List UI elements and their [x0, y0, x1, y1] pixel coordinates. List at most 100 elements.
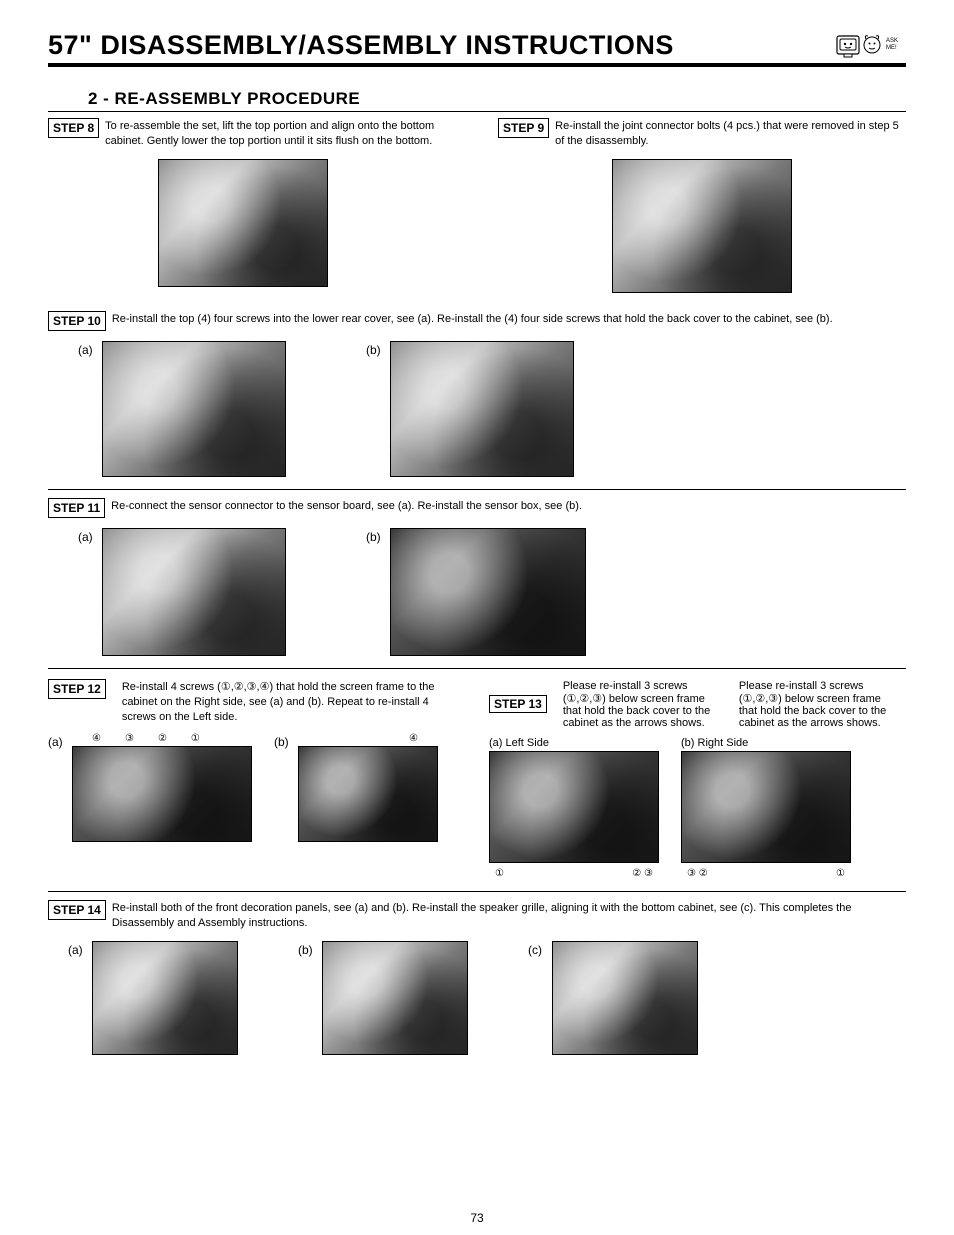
step-14c-photo — [552, 941, 698, 1055]
circled-num: ② — [158, 733, 167, 744]
step-14b: (b) — [298, 941, 468, 1055]
step-12a-wrap: ④ ③ ② ① — [72, 733, 252, 847]
step-9: STEP 9 Re-install the joint connector bo… — [498, 118, 906, 149]
step-13b-nums: ③ ② ① — [681, 868, 851, 879]
step-8-text: To re-assemble the set, lift the top por… — [105, 118, 438, 149]
circled-num: ① — [495, 868, 504, 879]
step-13: STEP 13 Please re-install 3 screws (①,②,… — [489, 679, 906, 729]
circled-num: ③ — [644, 868, 653, 879]
step-14a-photo — [92, 941, 238, 1055]
step-10b-letter: (b) — [366, 341, 384, 357]
step-11a-letter: (a) — [78, 528, 96, 544]
step-13-text-b: Please re-install 3 screws (①,②,③) below… — [739, 679, 899, 729]
step-10-label: STEP 10 — [48, 311, 106, 331]
step-9-text: Re-install the joint connector bolts (4 … — [555, 118, 906, 149]
step-14-label: STEP 14 — [48, 900, 106, 920]
step-9-image-wrap — [498, 159, 906, 293]
step-14a: (a) — [68, 941, 238, 1055]
step-12b-nums: ④ — [298, 733, 438, 744]
step-11a: (a) — [78, 528, 286, 656]
circled-num: ④ — [409, 733, 418, 744]
step-12-text: Re-install 4 screws (①,②,③,④) that hold … — [112, 679, 465, 725]
circled-num: ④ — [92, 733, 101, 744]
step-11a-photo — [102, 528, 286, 656]
rule — [48, 111, 906, 112]
step-11-images: (a) (b) — [78, 528, 906, 656]
step-11b-photo — [390, 528, 586, 656]
step-11-text: Re-connect the sensor connector to the s… — [111, 498, 582, 514]
step-10b-photo — [390, 341, 574, 477]
step-10-text: Re-install the top (4) four screws into … — [112, 311, 833, 327]
step-10: STEP 10 Re-install the top (4) four scre… — [48, 311, 906, 331]
step-9-col: STEP 9 Re-install the joint connector bo… — [498, 118, 906, 293]
svg-text:ASK: ASK — [886, 38, 898, 44]
step-8-col: STEP 8 To re-assemble the set, lift the … — [48, 118, 438, 293]
step-13-label: STEP 13 — [489, 695, 547, 713]
step-12a-letter: (a) — [48, 733, 66, 749]
step-11-label: STEP 11 — [48, 498, 105, 518]
step-11b-letter: (b) — [366, 528, 384, 544]
step-9-photo — [612, 159, 792, 293]
step-12b-photo — [298, 746, 438, 842]
step-12a: (a) ④ ③ ② ① — [48, 733, 252, 847]
step-13-images: (a) Left Side ① ② ③ (b) R — [489, 737, 906, 879]
step-13b: (b) Right Side ③ ② ① — [681, 737, 851, 879]
step-13b-photo — [681, 751, 851, 863]
svg-text:ME!: ME! — [886, 45, 897, 51]
circled-num: ② — [632, 868, 641, 879]
circled-num: ③ — [125, 733, 134, 744]
page-number: 73 — [0, 1211, 954, 1225]
step-8-9-row: STEP 8 To re-assemble the set, lift the … — [48, 118, 906, 293]
step-11: STEP 11 Re-connect the sensor connector … — [48, 498, 906, 518]
step-14c: (c) — [528, 941, 698, 1055]
step-13a-nums: ① ② ③ — [489, 868, 659, 879]
step-8-image-wrap — [48, 159, 438, 287]
step-14c-letter: (c) — [528, 941, 546, 957]
rule — [48, 668, 906, 669]
step-12a-nums: ④ ③ ② ① — [72, 733, 252, 744]
step-12b-wrap: ④ — [298, 733, 438, 847]
section-subtitle: 2 - RE-ASSEMBLY PROCEDURE — [88, 89, 906, 109]
step-12-col: STEP 12 Re-install 4 screws (①,②,③,④) th… — [48, 679, 465, 879]
step-12a-photo — [72, 746, 252, 842]
circled-num: ② — [699, 868, 708, 879]
step-8: STEP 8 To re-assemble the set, lift the … — [48, 118, 438, 149]
rule — [48, 891, 906, 892]
step-14: STEP 14 Re-install both of the front dec… — [48, 900, 906, 931]
page-title: 57" DISASSEMBLY/ASSEMBLY INSTRUCTIONS — [48, 30, 674, 61]
step-13-col: STEP 13 Please re-install 3 screws (①,②,… — [489, 679, 906, 879]
step-14-images: (a) (b) (c) — [68, 941, 906, 1055]
page: 57" DISASSEMBLY/ASSEMBLY INSTRUCTIONS AS… — [0, 0, 954, 1235]
step-10-images: (a) (b) — [78, 341, 906, 477]
step-13b-caption: Right Side — [698, 737, 749, 749]
rule — [48, 489, 906, 490]
step-10a-letter: (a) — [78, 341, 96, 357]
step-12-13-row: STEP 12 Re-install 4 screws (①,②,③,④) th… — [48, 679, 906, 879]
step-8-label: STEP 8 — [48, 118, 99, 138]
step-13a-photo — [489, 751, 659, 863]
step-14a-letter: (a) — [68, 941, 86, 957]
header-row: 57" DISASSEMBLY/ASSEMBLY INSTRUCTIONS AS… — [48, 30, 906, 67]
step-10b: (b) — [366, 341, 574, 477]
step-13a-letter: (a) — [489, 737, 502, 749]
step-12b-letter: (b) — [274, 733, 292, 749]
circled-num: ③ — [687, 868, 696, 879]
step-12-label: STEP 12 — [48, 679, 106, 699]
step-10a: (a) — [78, 341, 286, 477]
step-8-photo — [158, 159, 328, 287]
step-13a-caption: Left Side — [506, 737, 549, 749]
step-11b: (b) — [366, 528, 586, 656]
step-12: STEP 12 Re-install 4 screws (①,②,③,④) th… — [48, 679, 465, 725]
step-14-text: Re-install both of the front decoration … — [112, 900, 906, 931]
circled-num: ① — [191, 733, 200, 744]
step-12-images: (a) ④ ③ ② ① ( — [48, 733, 465, 847]
step-10a-photo — [102, 341, 286, 477]
step-14b-photo — [322, 941, 468, 1055]
step-13-text-a: Please re-install 3 screws (①,②,③) below… — [563, 679, 723, 729]
step-13a: (a) Left Side ① ② ③ — [489, 737, 659, 879]
step-12b: (b) ④ — [274, 733, 438, 847]
step-13b-letter: (b) — [681, 737, 694, 749]
ask-me-icon: ASK ME! — [836, 31, 906, 61]
step-14b-letter: (b) — [298, 941, 316, 957]
step-9-label: STEP 9 — [498, 118, 549, 138]
